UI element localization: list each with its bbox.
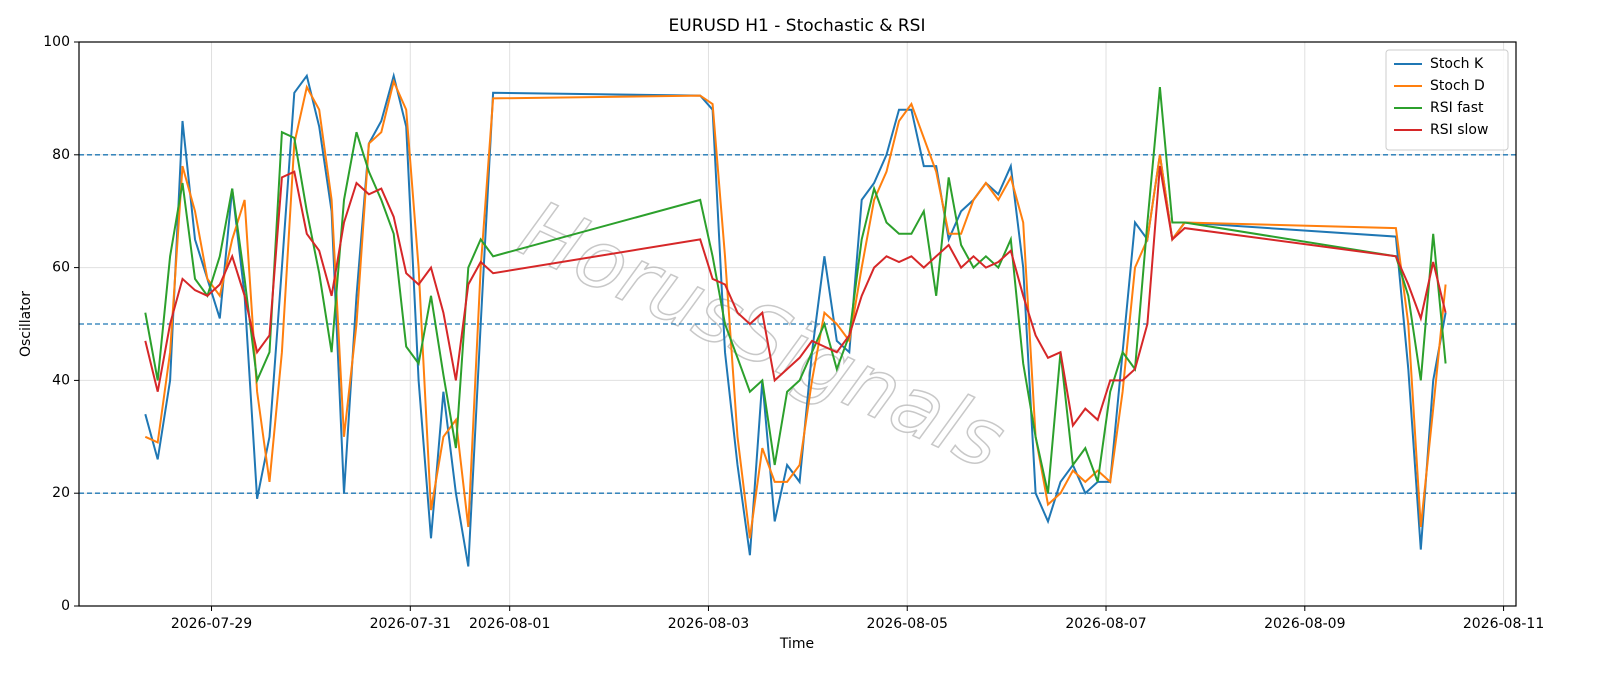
plot-frame (78, 41, 1517, 607)
x-tick-label: 2026-07-31 (370, 616, 451, 632)
legend: Stoch K Stoch D RSI fast RSI slow (1385, 49, 1509, 151)
x-tick-label: 2026-08-05 (867, 616, 948, 632)
legend-label: Stoch D (1430, 78, 1485, 94)
legend-box (1385, 49, 1509, 151)
y-tick-label: 100 (43, 34, 70, 50)
y-axis-label: Oscillator (18, 291, 34, 357)
y-tick-label: 0 (61, 598, 70, 614)
watermark: HorusSignals (506, 183, 1018, 488)
chart-title: EURUSD H1 - Stochastic & RSI (669, 16, 926, 36)
x-tick-label: 2026-08-03 (668, 616, 749, 632)
y-tick-label: 80 (52, 147, 70, 163)
y-tick-label: 60 (52, 260, 70, 276)
series-line (144, 87, 1447, 494)
y-tick-label: 20 (52, 485, 70, 501)
x-tick-label: 2026-07-29 (171, 616, 252, 632)
x-tick-label: 2026-08-07 (1065, 616, 1146, 632)
legend-label: RSI fast (1430, 100, 1484, 116)
y-tick-label: 40 (52, 372, 70, 388)
legend-label: RSI slow (1430, 122, 1488, 138)
series-line (144, 78, 1447, 539)
x-tick-label: 2026-08-09 (1264, 616, 1345, 632)
x-axis-label: Time (779, 636, 814, 652)
series-line (144, 165, 1447, 428)
x-tick-label: 2026-08-11 (1463, 616, 1544, 632)
x-tick-label: 2026-08-01 (469, 616, 550, 632)
legend-label: Stoch K (1430, 56, 1484, 72)
